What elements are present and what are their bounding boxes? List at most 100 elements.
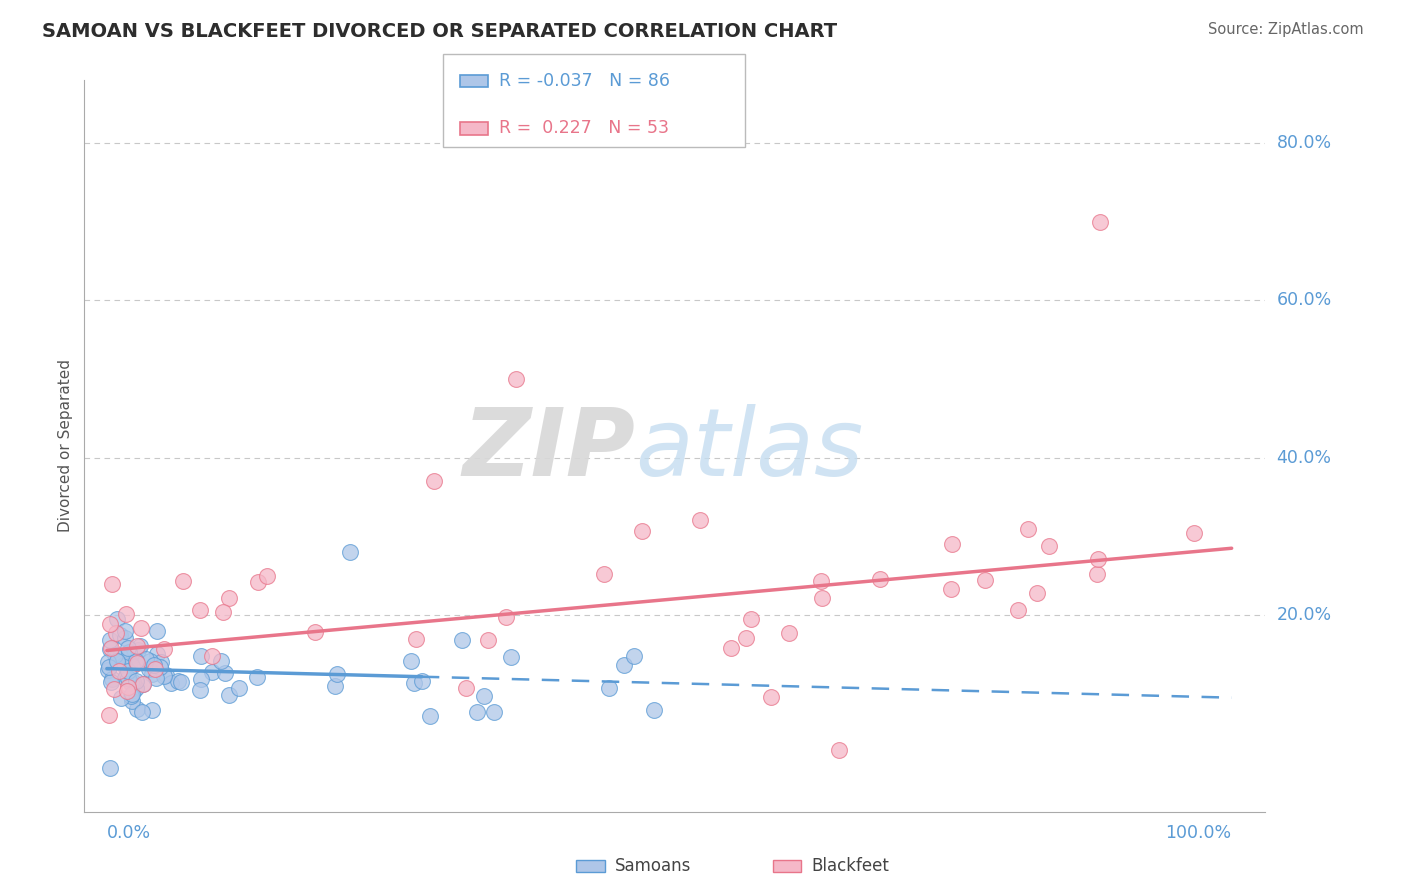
Point [114,631,136,645]
Text: 40.0%: 40.0% [1277,449,1331,467]
Point [105,612,128,626]
Point [810,591,832,605]
Point [104,651,127,665]
Point [141,703,163,717]
Point [146,647,169,661]
Point [973,573,995,587]
Point [104,648,127,662]
Point [326,667,349,681]
Text: ZIP: ZIP [463,404,636,496]
Point [188,603,211,617]
Point [759,690,782,705]
Point [465,706,488,720]
Point [869,573,891,587]
Point [105,625,128,640]
Point [304,625,326,640]
Point [1087,552,1109,566]
Point [115,684,138,698]
Text: SAMOAN VS BLACKFEET DIVORCED OR SEPARATED CORRELATION CHART: SAMOAN VS BLACKFEET DIVORCED OR SEPARATE… [42,22,838,41]
Point [108,653,131,667]
Text: R = -0.037   N = 86: R = -0.037 N = 86 [499,72,671,90]
Point [120,676,142,690]
Point [828,743,851,757]
Point [98,762,121,776]
Point [112,658,135,673]
Point [127,656,149,670]
Point [1038,540,1060,554]
Point [149,660,172,674]
Point [122,674,145,689]
Point [141,667,163,681]
Point [114,668,136,682]
Point [120,648,142,662]
Point [131,706,153,720]
Point [212,605,235,619]
Point [720,640,742,655]
Point [160,676,183,690]
Point [190,649,212,664]
Point [472,690,495,704]
Point [110,691,132,706]
Text: 60.0%: 60.0% [1277,292,1331,310]
Point [127,643,149,657]
Point [150,655,173,669]
Text: R =  0.227   N = 53: R = 0.227 N = 53 [499,120,669,137]
Point [129,639,152,653]
Point [121,694,143,708]
Point [246,575,269,590]
Point [122,648,145,662]
Point [98,616,121,631]
Point [454,681,477,696]
Point [100,640,122,655]
Text: 0.0%: 0.0% [107,823,150,841]
Text: 20.0%: 20.0% [1277,606,1331,624]
Point [399,654,422,668]
Point [505,372,527,386]
Point [132,676,155,690]
Point [495,610,517,624]
Point [451,633,474,648]
Point [97,663,120,677]
Point [1085,567,1108,582]
Point [146,624,169,639]
Point [139,654,162,668]
Text: 100.0%: 100.0% [1166,823,1232,841]
Point [941,582,963,596]
Point [228,681,250,695]
Point [499,650,522,665]
Point [101,672,124,686]
Text: atlas: atlas [636,404,863,495]
Point [107,654,129,668]
Point [108,665,131,679]
Point [1088,215,1111,229]
Point [339,545,361,559]
Point [97,656,120,670]
Point [1026,586,1049,600]
Point [167,673,190,688]
Point [201,665,224,679]
Point [100,675,122,690]
Point [323,679,346,693]
Point [117,640,139,655]
Point [121,687,143,701]
Point [114,607,136,622]
Point [1182,526,1205,541]
Point [98,633,121,648]
Point [422,475,444,489]
Point [135,652,157,666]
Point [117,664,139,678]
Point [411,673,433,688]
Point [127,701,149,715]
Point [127,639,149,653]
Point [129,621,152,635]
Point [111,656,134,670]
Point [209,654,232,668]
Point [138,662,160,676]
Point [941,536,963,550]
Point [643,703,665,717]
Point [190,672,212,686]
Point [108,649,131,664]
Point [188,682,211,697]
Point [122,682,145,697]
Point [613,658,636,673]
